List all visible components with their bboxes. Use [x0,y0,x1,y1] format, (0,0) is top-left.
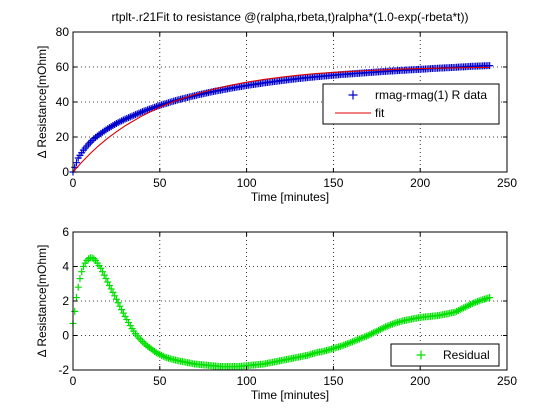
data-point [72,294,80,302]
data-point [76,275,84,283]
x-tick-label: 50 [153,176,167,190]
x-tick-label: 250 [497,176,517,190]
legend-symbol-residual [416,350,426,360]
y-tick-label: 80 [56,25,70,39]
x-tick-label: 200 [410,176,430,190]
fit-line [72,66,490,173]
tick-marks [72,31,508,173]
y-tick-label: 0 [62,329,69,343]
data-point [78,268,86,276]
legend-box [322,83,500,125]
x-tick-label: 0 [70,176,77,190]
y-tick-label: 0 [62,165,69,179]
data-point [486,294,494,302]
data-point [71,307,79,315]
x-axis-label: Time [minutes] [251,388,329,402]
x-axis-label: Time [minutes] [251,190,329,204]
x-tick-label: 200 [410,374,430,388]
tick-marks [72,231,508,371]
y-tick-label: 4 [62,260,69,274]
axes-top-fit-plot: 0 50 100 150 200 250 0 20 40 60 80 rtplt-.r21Fit t… [35,10,517,204]
y-tick-label: 20 [56,130,70,144]
plot-series [69,254,494,371]
y-tick-label: 2 [62,294,69,308]
y-axis-label: Δ Resistance[mOhm] [35,245,49,358]
legend-label-fit: fit [375,106,385,120]
x-tick-label: 250 [497,374,517,388]
grid-lines [73,32,507,172]
data-point [72,159,80,167]
chart-title: rtplt-.r21Fit to resistance @(ralpha,rbe… [112,10,469,24]
x-tick-label: 150 [323,176,343,190]
y-axis-label: Δ Resistance[mOhm] [35,46,49,159]
y-tick-label: 40 [56,95,70,109]
y-tick-label: 6 [62,225,69,239]
x-tick-label: 50 [153,374,167,388]
plot-series [69,62,494,176]
data-point [74,283,82,291]
x-tick-label: 100 [237,176,257,190]
data-series-markers [69,254,494,371]
legend-symbol-data [348,90,358,100]
data-point [486,62,494,70]
legend-label-data: rmag-rmag(1) R data [375,88,487,102]
x-tick-label: 100 [237,374,257,388]
tick-labels: 0 50 100 150 200 250 0 20 40 60 80 [56,25,518,190]
y-tick-label: 60 [56,60,70,74]
y-tick-label: -2 [58,363,69,377]
legend-marker-sample [416,350,426,360]
legend: rmag-rmag(1) R data fit [322,83,500,125]
grid-lines [73,232,507,370]
legend-box [390,343,500,367]
x-tick-label: 150 [323,374,343,388]
x-tick-label: 0 [70,374,77,388]
legend: Residual [390,343,500,367]
legend-marker-sample [348,90,358,100]
legend-label-residual: Residual [443,348,490,362]
